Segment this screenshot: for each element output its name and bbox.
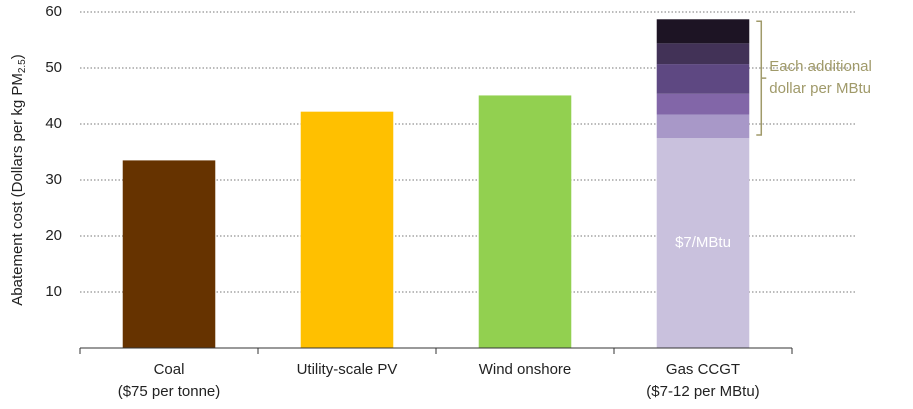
- bar-segment: [656, 93, 750, 115]
- x-tick-label: Utility-scale PV: [297, 361, 398, 378]
- y-tick-label: 60: [45, 3, 62, 20]
- y-tick-label: 20: [45, 227, 62, 244]
- bar-segment: [478, 95, 572, 348]
- bracket-label: dollar per MBtu: [769, 80, 871, 97]
- y-label-suffix: ): [9, 54, 26, 59]
- y-axis-label: Abatement cost (Dollars per kg PM2.5): [9, 54, 28, 306]
- x-tick-label: ($75 per tonne): [118, 383, 221, 400]
- y-label-subscript: 2.5: [17, 59, 28, 73]
- segment-label: $7/MBtu: [675, 234, 731, 251]
- bar-segment: [300, 111, 394, 349]
- x-tick-label: Wind onshore: [479, 361, 572, 378]
- y-tick-label: 50: [45, 59, 62, 76]
- x-tick-label: ($7-12 per MBtu): [646, 383, 759, 400]
- y-label-text: Abatement cost (Dollars per kg PM: [9, 73, 26, 306]
- bar-segment: [656, 114, 750, 138]
- x-tick-label: Coal: [154, 361, 185, 378]
- bracket-label: Each additional: [769, 58, 872, 75]
- y-tick-label: 30: [45, 171, 62, 188]
- x-tick-label: Gas CCGT: [666, 361, 740, 378]
- bar-segment: [656, 19, 750, 44]
- bracket: [756, 20, 767, 136]
- bar-segment: [656, 43, 750, 65]
- bar-segment: [122, 160, 216, 348]
- y-tick-label: 40: [45, 115, 62, 132]
- bar-segment: [656, 138, 750, 348]
- bar-segment: [656, 64, 750, 94]
- y-tick-label: 10: [45, 283, 62, 300]
